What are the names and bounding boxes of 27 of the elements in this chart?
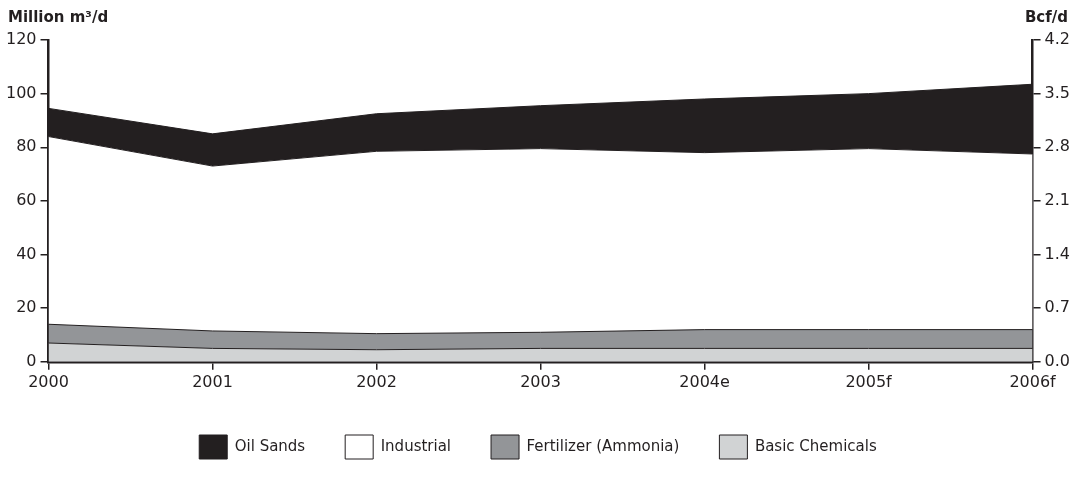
x-tick-label: 2003	[520, 371, 561, 391]
y2-tick-label: 0.7	[1044, 297, 1071, 317]
y2-tick-label: 2.8	[1044, 136, 1071, 156]
y-tick-label: 0	[26, 350, 37, 370]
y2-tick-label: 0.0	[1044, 350, 1071, 370]
y-tick-label: 40	[16, 243, 37, 263]
y-tick-label: 20	[16, 297, 37, 317]
legend-label: Industrial	[380, 436, 452, 455]
legend-label: Oil Sands	[234, 436, 306, 455]
x-tick-label: 2002	[356, 371, 397, 391]
legend-label: Fertilizer (Ammonia)	[526, 436, 680, 455]
y-tick-label: 80	[16, 136, 37, 156]
y2-tick-label: 2.1	[1044, 190, 1071, 210]
legend-label: Basic Chemicals	[754, 436, 877, 455]
y-tick-label: 60	[16, 190, 37, 210]
y2-tick-label: 1.4	[1044, 243, 1071, 263]
x-tick-label: 2000	[28, 371, 69, 391]
y-tick-label: 100	[5, 82, 37, 102]
x-tick-label: 2004e	[679, 371, 730, 391]
x-tick-label: 2001	[192, 371, 233, 391]
x-tick-label: 2006f	[1009, 371, 1057, 391]
x-tick-label: 2005f	[845, 371, 893, 391]
y-tick-label: 120	[5, 29, 37, 49]
y2-tick-label: 3.5	[1044, 82, 1071, 102]
y-axis-title: Million m³/d	[8, 8, 109, 27]
y2-tick-label: 4.2	[1044, 29, 1071, 49]
y2-axis-title: Bcf/d	[1024, 8, 1068, 27]
